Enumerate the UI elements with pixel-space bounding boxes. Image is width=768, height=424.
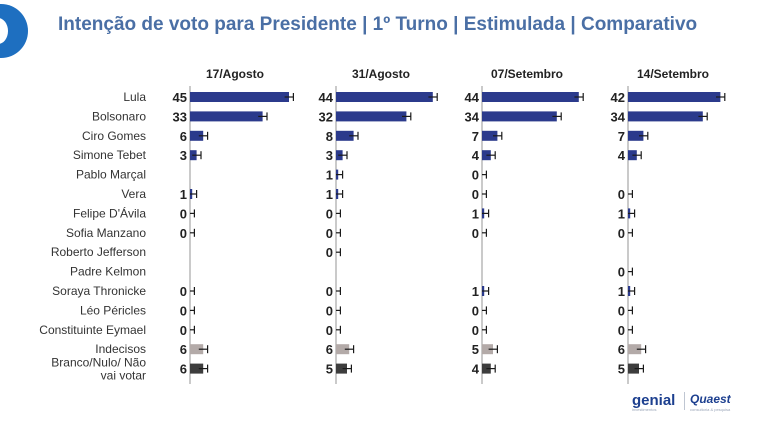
data-label: 1 [180,187,187,202]
column-header-14-setembro: 14/Setembro [637,67,709,81]
row-label-indecisos: Indecisos [95,342,146,356]
data-label: 0 [326,303,333,318]
row-label-leo-pericles: Léo Péricles [80,303,146,317]
data-label: 0 [618,187,625,202]
data-label: 0 [472,187,479,202]
data-label: 0 [180,284,187,299]
data-label: 42 [611,90,625,105]
data-label: 0 [180,226,187,241]
data-label: 8 [326,129,333,144]
data-label: 1 [326,168,333,183]
bar [190,363,204,374]
data-label: 5 [618,362,625,377]
data-label: 4 [472,148,480,163]
bar [628,111,703,122]
data-label: 4 [472,362,480,377]
data-label: 0 [618,303,625,318]
bar [482,130,498,141]
data-label: 34 [611,109,626,124]
data-label: 1 [472,284,479,299]
data-label: 3 [326,148,333,163]
bar [190,92,289,102]
bar [482,111,557,122]
row-label-felipe-d-avila: Felipe D'Ávila [73,205,146,220]
data-label: 45 [173,90,187,105]
bar [336,130,354,141]
data-label: 0 [180,303,187,318]
data-label: 0 [180,206,187,221]
data-label: 0 [472,303,479,318]
row-label-lula: Lula [123,90,146,104]
data-label: 5 [326,362,333,377]
data-label: 1 [472,206,479,221]
data-label: 0 [326,323,333,338]
row-label-sofia-manzano: Sofia Manzano [66,226,146,240]
logo-divider [684,392,685,410]
data-label: 5 [472,342,479,357]
data-label: 1 [326,187,333,202]
data-label: 0 [618,323,625,338]
genial-logo: genial [632,392,676,409]
bar [628,130,644,141]
data-label: 6 [180,342,187,357]
row-label-ciro-gomes: Ciro Gomes [82,129,146,143]
data-label: 0 [618,226,625,241]
data-label: 4 [618,148,626,163]
data-label: 44 [465,90,480,105]
column-header-17-agosto: 17/Agosto [206,67,264,81]
bar [190,111,263,122]
quaest-logo: Quaest [690,392,731,406]
data-label: 34 [465,109,480,124]
data-label: 6 [180,129,187,144]
bar [482,92,579,102]
data-label: 0 [326,284,333,299]
row-label-vera: Vera [121,187,146,201]
bar [336,344,350,355]
bar [336,111,407,122]
data-label: 0 [472,323,479,338]
column-header-07-setembro: 07/Setembro [491,67,563,81]
bar [190,344,204,355]
row-label-roberto-jefferson: Roberto Jefferson [51,245,146,259]
data-label: 7 [618,129,625,144]
row-label-padre-kelmon: Padre Kelmon [70,265,146,279]
data-label: 32 [319,109,333,124]
row-label-branco-nulo-nao-vai-votar: Branco/Nulo/ Não vai votar [51,356,146,383]
data-label: 6 [326,342,333,357]
bar [482,344,493,355]
data-label: 0 [180,323,187,338]
page-title: Intenção de voto para Presidente | 1º Tu… [58,14,698,35]
data-label: 0 [472,168,479,183]
row-label-bolsonaro: Bolsonaro [92,109,146,123]
data-label: 1 [618,206,625,221]
bar [628,363,639,374]
bar [190,130,204,141]
data-label: 3 [180,148,187,163]
row-label-simone-tebet: Simone Tebet [73,148,147,162]
row-label-soraya-thronicke: Soraya Thronicke [52,284,146,298]
row-label-constituinte-eymael: Constituinte Eymael [39,323,146,337]
data-label: 0 [326,206,333,221]
data-label: 0 [326,245,333,260]
data-label: 6 [618,342,625,357]
bar [336,363,347,374]
quaest-logo-subtitle: consultoria & pesquisa [690,407,731,412]
data-label: 0 [326,226,333,241]
data-label: 0 [618,265,625,280]
genial-logo-subtitle: investimentos [632,407,657,412]
data-label: 44 [319,90,334,105]
row-label-pablo-marcal: Pablo Marçal [76,168,146,182]
data-label: 7 [472,129,479,144]
data-label: 0 [472,226,479,241]
column-header-31-agosto: 31/Agosto [352,67,410,81]
data-label: 6 [180,362,187,377]
bar [336,92,433,102]
bar [628,92,721,102]
bar [628,344,642,355]
data-label: 1 [618,284,625,299]
data-label: 33 [173,109,187,124]
